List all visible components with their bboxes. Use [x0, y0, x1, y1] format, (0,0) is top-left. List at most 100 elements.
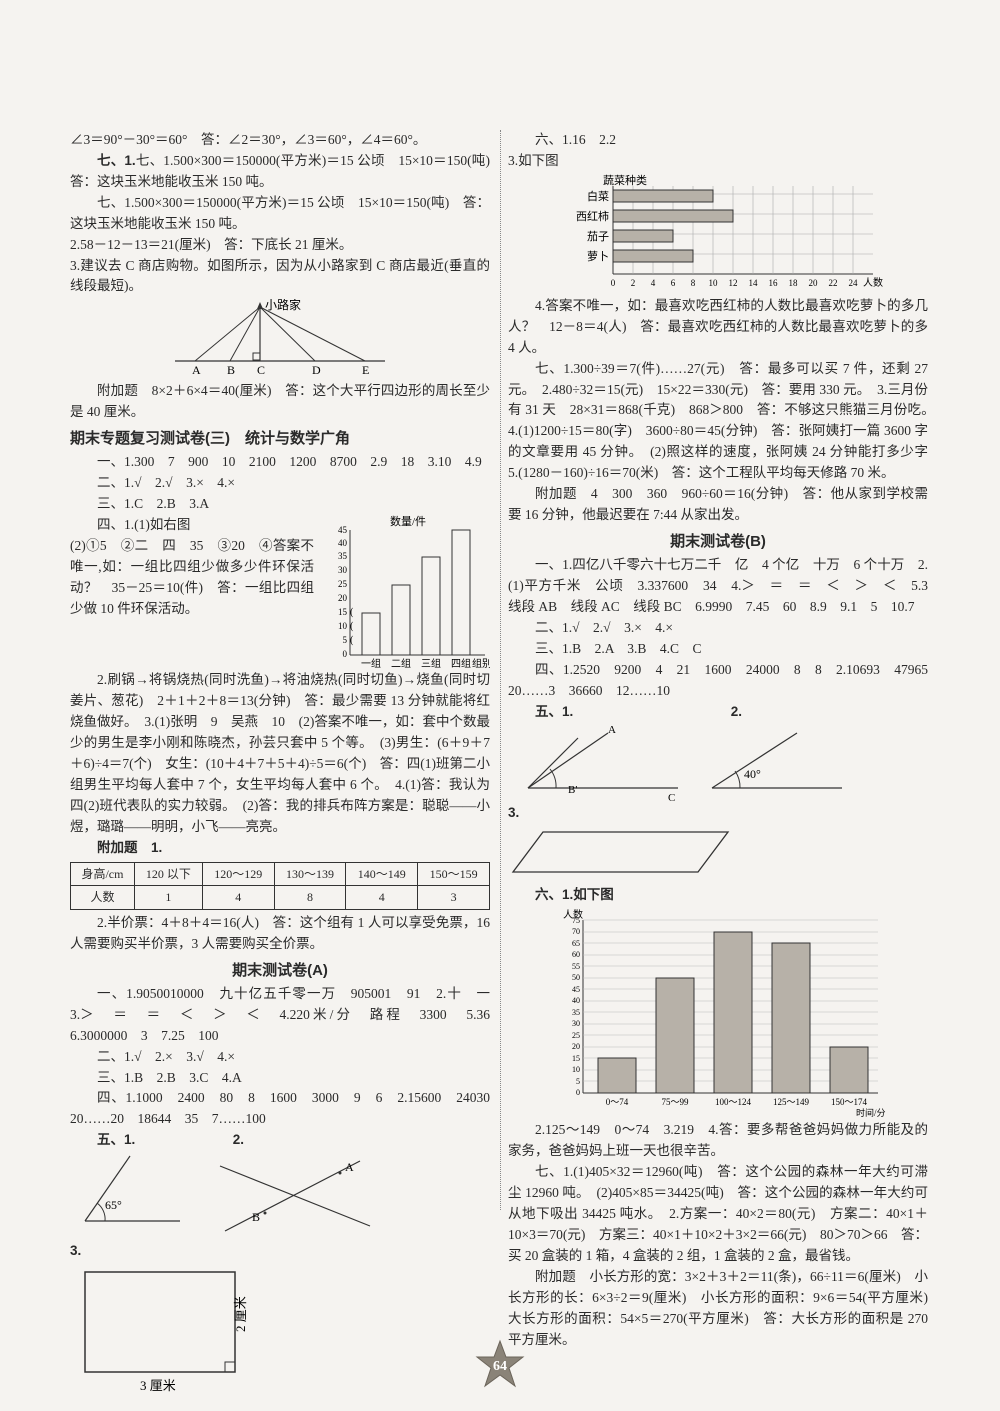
svg-text:四组: 四组 — [451, 657, 471, 670]
text: 4.答案不唯一，如：最喜欢吃西红柿的人数比最喜欢吃萝卜的多几人？ 12－8＝4(… — [508, 296, 928, 359]
text: 七、1.七、1.500×300＝150000(平方米)＝15 公顷 15×10＝… — [70, 151, 490, 193]
svg-text:35: 35 — [338, 551, 348, 561]
svg-text:3 厘米: 3 厘米 — [140, 1378, 176, 1393]
svg-text:25: 25 — [572, 1031, 580, 1040]
text: 2.125～149 0～74 3.219 4.答：要多帮爸爸妈妈做力所能及的家务… — [508, 1120, 928, 1162]
svg-text:0: 0 — [343, 649, 348, 659]
svg-text:30: 30 — [338, 565, 348, 575]
svg-text:时间/分: 时间/分 — [856, 1107, 886, 1118]
cell: 4 — [202, 886, 274, 910]
svg-text:三组: 三组 — [421, 657, 441, 670]
parallelogram — [508, 824, 738, 879]
svg-text:30: 30 — [572, 1019, 580, 1028]
svg-text:2 厘米: 2 厘米 — [233, 1296, 248, 1332]
svg-text:A: A — [192, 363, 201, 377]
cell: 1 — [134, 886, 202, 910]
geom-row-b: A B' C 40° — [508, 723, 928, 803]
label: 3. — [70, 1241, 490, 1262]
svg-text:6: 6 — [671, 278, 676, 288]
svg-text:50: 50 — [572, 973, 580, 982]
svg-text:C: C — [668, 792, 675, 803]
label: 六、1.如下图 — [508, 885, 928, 906]
time-bar-chart: 人数 0510 152025 303540 455055 606570 75 — [548, 908, 888, 1118]
text: 一、1.四亿八千零六十七万二千 亿 4 个亿 十万 6 个十万 2.(1)平方千… — [508, 555, 928, 618]
svg-text:125～149: 125～149 — [773, 1097, 810, 1107]
th: 150～159 — [418, 862, 490, 886]
th: 120 以下 — [134, 862, 202, 886]
svg-text:15: 15 — [572, 1054, 580, 1063]
svg-text:E: E — [362, 363, 369, 377]
text: ∠3＝90°－30°＝60° 答：∠2＝30°，∠3＝60°，∠4＝60°。 — [70, 130, 490, 151]
page-number-badge: 64 — [473, 1339, 527, 1393]
section-title: 期末专题复习测试卷(三) 统计与数学广角 — [70, 427, 490, 450]
height-table: 身高/cm 120 以下 120～129 130～139 140～149 150… — [70, 862, 490, 910]
svg-text:D: D — [312, 363, 321, 377]
svg-text:二组: 二组 — [391, 657, 411, 670]
text: 四、1.2520 9200 4 21 1600 24000 8 8 2.1069… — [508, 660, 928, 702]
lbl: 2. — [731, 704, 742, 719]
svg-text:12: 12 — [729, 278, 738, 288]
text: 2.半价票：4＋8＋4＝16(人) 答：这个组有 1 人可以享受免票，16 人需… — [70, 913, 490, 955]
text: 三、1.B 2.A 3.B 4.C C — [508, 639, 928, 660]
veg-bar-chart: 蔬菜种类 白菜 西红柿 茄 — [553, 174, 883, 294]
angle-40: 40° — [702, 723, 852, 803]
text: 2.刷锅→将锅烧热(同时洗鱼)→将油烧热(同时切鱼)→烧鱼(同时切姜片、葱花) … — [70, 670, 490, 837]
svg-text:西红柿: 西红柿 — [576, 209, 609, 223]
section-title: 期末测试卷(B) — [508, 530, 928, 553]
label: 五、1. 2. — [70, 1130, 490, 1151]
text: 三、1.B 2.B 3.C 4.A — [70, 1068, 490, 1089]
svg-text:10: 10 — [572, 1065, 580, 1074]
text: 一、1.300 7 900 10 2100 1200 8700 2.9 18 3… — [70, 452, 490, 473]
label: 七、1. — [97, 153, 136, 168]
left-column: ∠3＝90°－30°＝60° 答：∠2＝30°，∠3＝60°，∠4＝60°。 七… — [70, 130, 490, 1290]
svg-text:18: 18 — [789, 278, 799, 288]
svg-text:55: 55 — [572, 962, 580, 971]
text: 二、1.√ 2.√ 3.× 4.× — [70, 473, 490, 494]
text: 3.建议去 C 商店购物。如图所示，因为从小路家到 C 商店最近(垂直的线段最短… — [70, 256, 490, 298]
svg-text:(: ( — [350, 635, 354, 646]
svg-text:0: 0 — [611, 278, 616, 288]
svg-text:25: 25 — [338, 579, 348, 589]
cell: 3 — [418, 886, 490, 910]
svg-text:A: A — [608, 724, 616, 736]
svg-text:0: 0 — [576, 1088, 580, 1097]
text: 七、1.500×300＝150000(平方米)＝15 公顷 15×10＝150(… — [70, 193, 490, 235]
label: 五、1. 2. — [508, 702, 928, 723]
svg-text:2: 2 — [631, 278, 636, 288]
svg-text:蔬菜种类: 蔬菜种类 — [603, 174, 647, 187]
text: 二、1.√ 2.√ 3.× 4.× — [508, 618, 928, 639]
right-column: 六、1.16 2.2 3.如下图 蔬菜种类 — [508, 130, 928, 1290]
rect-3x2: 3 厘米 2 厘米 — [70, 1262, 270, 1402]
label-top: 小路家 — [265, 299, 301, 312]
svg-text:(: ( — [350, 607, 354, 618]
svg-text:16: 16 — [769, 278, 779, 288]
svg-text:40: 40 — [572, 996, 580, 1005]
th: 140～149 — [346, 862, 418, 886]
svg-text:(: ( — [350, 621, 354, 632]
svg-text:65°: 65° — [105, 1198, 122, 1212]
lbl: 五、1. — [535, 704, 573, 719]
ab-diagram: A B — [210, 1151, 380, 1241]
svg-text:35: 35 — [572, 1008, 580, 1017]
text: 七、1.300÷39＝7(件)……27(元) 答：最多可以买 7 件，还剩 27… — [508, 359, 928, 485]
angle-abc: A B' C — [508, 723, 688, 803]
svg-text:60: 60 — [572, 950, 580, 959]
text: 二、1.√ 2.× 3.√ 4.× — [70, 1047, 490, 1068]
lbl: 五、1. — [97, 1132, 135, 1147]
shop-diagram: 小路家 A B C D E — [165, 299, 395, 379]
svg-text:数量/件: 数量/件 — [390, 515, 426, 528]
row-label: 人数 — [71, 886, 135, 910]
text: 七、1.(1)405×32＝12960(吨) 答：这个公园的森林一年大约可滞尘 … — [508, 1162, 928, 1267]
svg-text:茄子: 茄子 — [587, 229, 609, 243]
th: 130～139 — [274, 862, 346, 886]
svg-text:0～74: 0～74 — [606, 1097, 629, 1107]
text-body: 七、1.500×300＝150000(平方米)＝15 公顷 15×10＝150(… — [70, 153, 504, 189]
th: 身高/cm — [71, 862, 135, 886]
svg-text:5: 5 — [576, 1077, 580, 1086]
svg-text:萝卜: 萝卜 — [587, 250, 609, 263]
th: 120～129 — [202, 862, 274, 886]
svg-text:10: 10 — [338, 621, 348, 631]
label: 3. — [508, 803, 928, 824]
svg-text:20: 20 — [809, 278, 819, 288]
svg-text:20: 20 — [338, 593, 348, 603]
